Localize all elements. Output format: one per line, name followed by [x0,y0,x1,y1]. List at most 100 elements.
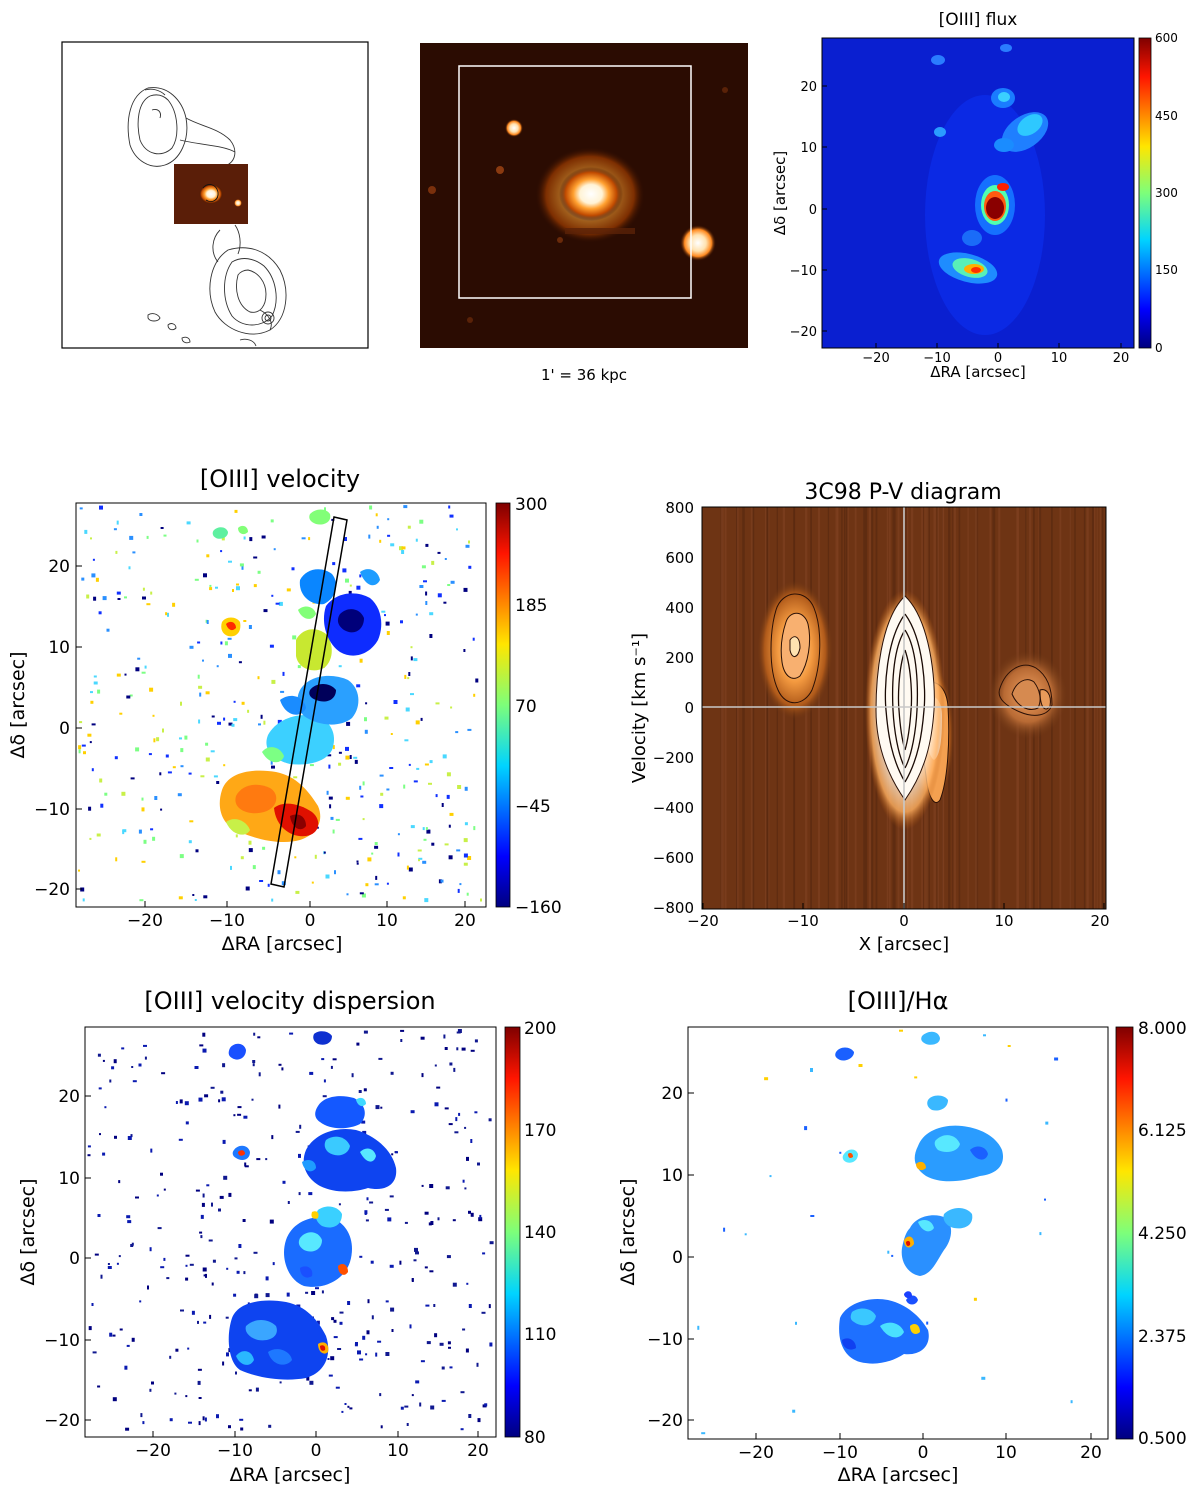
noise-pixel [237,1113,242,1116]
noise-pixel [445,1186,450,1190]
noise-pixel [309,1071,314,1075]
noise-pixel [386,631,390,635]
noise-pixel [282,1180,286,1184]
noise-pixel [228,722,233,726]
noise-pixel [130,777,135,780]
noise-pixel [379,1393,382,1397]
noise-pixel [446,794,450,799]
noise-pixel [262,846,266,850]
noise-pixel [349,1407,353,1410]
noise-pixel [344,537,347,541]
noise-pixel [402,896,406,900]
noise-pixel [167,771,172,774]
noise-pixel [278,1063,282,1066]
noise-pixel [426,1341,431,1345]
noise-pixel [185,1395,188,1398]
noise-pixel [253,556,258,559]
noise-pixel [416,767,420,770]
noise-pixel [91,768,94,772]
noise-pixel [265,1293,270,1298]
pv-ytick: −200 [653,749,694,767]
noise-pixel [201,1202,205,1207]
noise-pixel [365,702,368,705]
noise-pixel [150,591,153,595]
pv-ylabel: Velocity [km s⁻¹] [629,633,650,783]
noise-pixel [374,845,379,849]
noise-pixel [135,667,140,672]
noise-pixel [107,1263,110,1265]
dispersion-xtick: 10 [387,1441,409,1461]
noise-pixel [1005,1098,1008,1102]
velocity-cbar-tick: −160 [515,898,562,918]
noise-pixel [441,1399,446,1402]
noise-pixel [243,536,246,540]
noise-pixel [188,840,192,844]
noise-pixel [328,764,331,769]
radio-contour-panel [61,41,369,349]
velocity-xtick: 10 [376,911,398,931]
noise-pixel [196,539,199,543]
noise-pixel [87,733,92,737]
noise-pixel [440,879,444,883]
noise-pixel [1070,1400,1073,1404]
noise-pixel [128,566,131,570]
noise-pixel [138,829,142,834]
ratio-cbar-tick: 0.500 [1138,1429,1187,1449]
noise-pixel [177,793,182,797]
noise-pixel [89,837,92,840]
noise-pixel [324,507,326,512]
noise-pixel [237,1106,242,1109]
flux-colorbar [1138,37,1152,349]
noise-pixel [197,674,200,679]
noise-pixel [247,709,250,713]
noise-pixel [208,1239,213,1242]
velocity-xtick: 20 [454,911,476,931]
noise-pixel [429,1184,434,1188]
noise-pixel [144,1056,147,1060]
noise-pixel [282,671,285,676]
noise-pixel [89,741,92,744]
noise-pixel [241,565,244,570]
flux-west-knot [934,127,946,137]
noise-pixel [351,1073,354,1078]
noise-pixel [116,520,119,525]
noise-pixel [139,1300,142,1303]
ratio-xtick: 10 [995,1443,1017,1463]
noise-pixel [406,865,409,870]
noise-pixel [419,1402,422,1407]
noise-pixel [407,525,411,529]
noise-pixel [443,601,447,604]
noise-pixel [420,1360,425,1363]
noise-pixel [311,1291,316,1295]
noise-pixel [345,796,350,800]
noise-pixel [370,1260,374,1264]
noise-pixel [411,1278,414,1282]
noise-pixel [202,659,204,662]
noise-pixel [472,637,475,641]
noise-pixel [360,795,364,798]
noise-pixel [468,540,470,544]
noise-pixel [216,665,219,668]
noise-pixel [93,681,98,685]
flux-xtick: −10 [923,351,950,366]
noise-pixel [425,601,428,605]
noise-pixel [92,1351,97,1354]
noise-pixel [429,634,433,638]
noise-pixel [219,1195,224,1199]
noise-pixel [368,534,371,539]
noise-pixel [434,1102,439,1107]
noise-pixel [291,567,295,571]
noise-pixel [380,1425,383,1429]
noise-pixel [981,1376,986,1380]
noise-pixel [1007,1045,1011,1047]
noise-pixel [417,849,422,852]
noise-pixel [473,826,476,831]
noise-pixel [423,580,427,583]
noise-pixel [474,1111,478,1114]
flux-xtick: 20 [1113,351,1130,366]
noise-pixel [430,1405,435,1410]
noise-pixel [305,1291,309,1294]
noise-pixel [149,687,154,692]
ratio-xtick: 0 [918,1443,929,1463]
noise-pixel [220,550,223,553]
